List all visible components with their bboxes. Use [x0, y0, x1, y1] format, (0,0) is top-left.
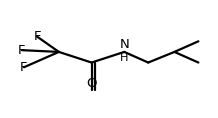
- Text: F: F: [20, 61, 28, 74]
- Text: F: F: [33, 30, 41, 43]
- Text: N: N: [119, 38, 129, 51]
- Text: O: O: [86, 77, 97, 90]
- Text: H: H: [120, 53, 128, 63]
- Text: F: F: [18, 44, 26, 57]
